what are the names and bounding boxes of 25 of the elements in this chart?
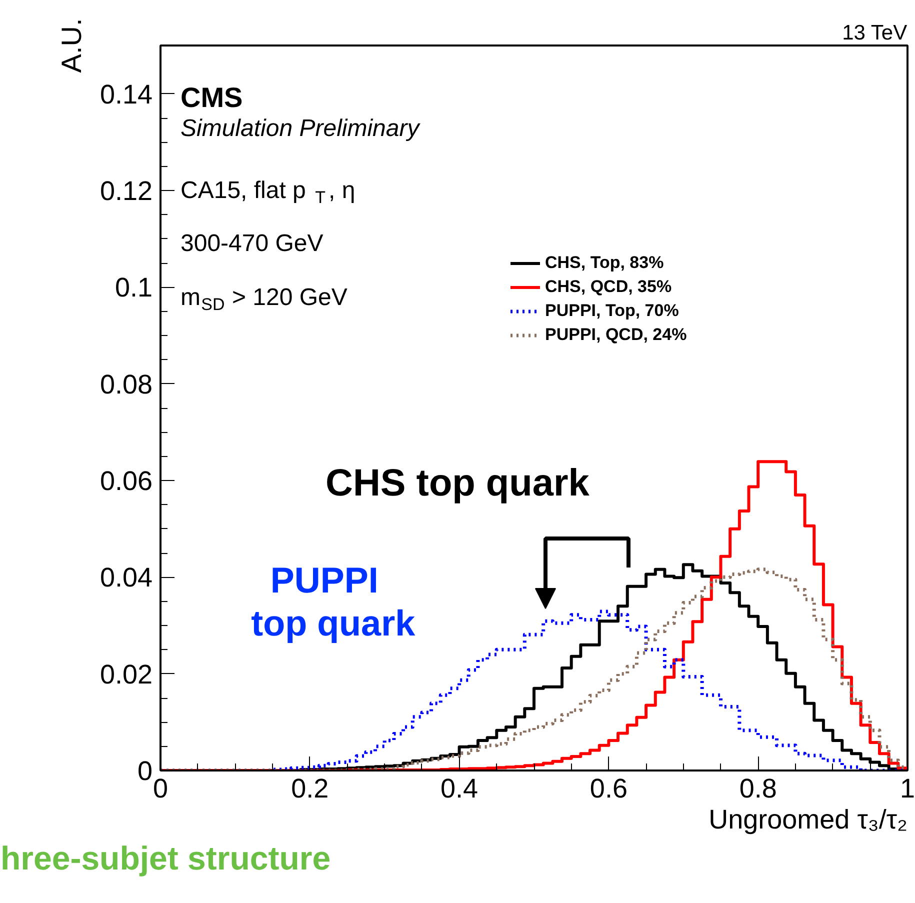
annotation: 300-470 GeV bbox=[180, 230, 324, 257]
annotation: PUPPI top quark bbox=[251, 559, 416, 644]
y-tick-label: 0.02 bbox=[100, 659, 153, 690]
legend-label: PUPPI, QCD, 24% bbox=[545, 325, 687, 345]
text: 13 TeV bbox=[842, 22, 908, 44]
annotation: CMS bbox=[180, 82, 243, 113]
legend-label: CHS, QCD, 35% bbox=[545, 277, 672, 297]
x-tick-label: 0.4 bbox=[440, 774, 478, 804]
y-tick-label: 0.12 bbox=[100, 176, 153, 206]
text: hree-subjet structure bbox=[0, 840, 331, 876]
x-tick-label: 1 bbox=[900, 774, 915, 804]
x-tick-label: 0.6 bbox=[590, 774, 628, 804]
y-axis-title: A.U. bbox=[56, 18, 87, 73]
y-tick-label: 0.1 bbox=[114, 272, 153, 303]
x-tick-label: 0.2 bbox=[291, 774, 329, 804]
y-tick-label: 0.04 bbox=[100, 562, 153, 593]
y-tick-label: 0.14 bbox=[100, 79, 153, 110]
annotation: CHS top quark bbox=[326, 462, 590, 504]
y-tick-label: 0.06 bbox=[100, 466, 153, 496]
x-tick-label: 0.8 bbox=[739, 774, 777, 804]
y-tick-label: 0.08 bbox=[100, 369, 153, 400]
legend-label: CHS, Top, 83% bbox=[545, 253, 664, 273]
annotation: Simulation Preliminary bbox=[180, 115, 422, 142]
x-axis-title: Ungroomed τ₃/τ₂ bbox=[708, 804, 908, 834]
legend-label: PUPPI, Top, 70% bbox=[545, 301, 679, 321]
